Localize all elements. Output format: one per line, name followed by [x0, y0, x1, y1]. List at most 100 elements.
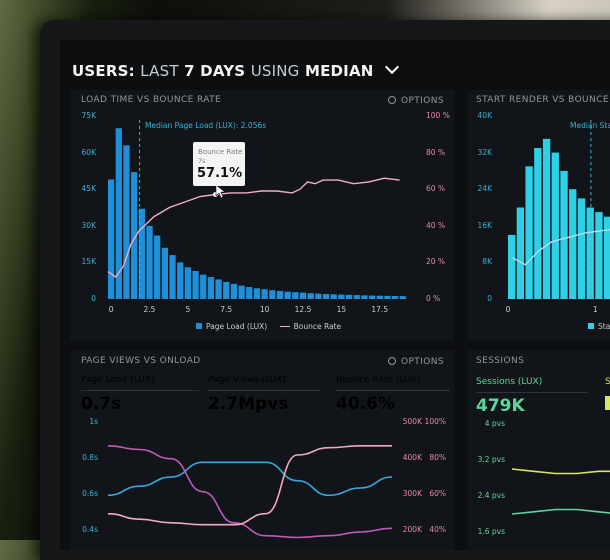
right-tick-label: 100%: [424, 417, 446, 426]
gear-icon: [388, 96, 396, 104]
left-tick-label: 0: [487, 294, 492, 303]
panel-title: SESSIONS: [476, 356, 525, 366]
bar: [376, 295, 383, 299]
bar: [276, 290, 284, 299]
x-tick-label: 17.5: [371, 305, 389, 314]
sessions-chart: [511, 468, 610, 515]
x-tick-label: 2.5: [143, 305, 156, 314]
bar: [138, 208, 145, 299]
bar: [307, 293, 314, 299]
metric-sessions-label: Sessions (LUX): [476, 377, 543, 387]
metric-bounce-value: 40.6%: [336, 394, 395, 414]
left-tick-label: 8K: [482, 257, 492, 267]
bounce-rate-line: [512, 228, 610, 266]
metric-bounce-label: Bounce Rate (LUX): [336, 375, 421, 385]
metric-page-load-label: Page Load (LUX): [81, 375, 155, 385]
left-tick-label: 0: [91, 294, 96, 303]
left-tick-label: 15K: [81, 257, 96, 267]
divider: [208, 390, 320, 391]
bar: [238, 285, 245, 299]
bar: [108, 179, 115, 299]
bar: [115, 128, 122, 299]
title-using: USING: [250, 62, 300, 80]
bar: [284, 291, 291, 299]
mid-tick-label: 500K: [402, 417, 422, 426]
bar: [169, 255, 176, 299]
bar: [123, 145, 130, 299]
bar: [338, 294, 345, 299]
cursor-icon: [215, 184, 226, 199]
page-views-chart: [107, 444, 393, 539]
mid-tick-label: 400K: [402, 453, 422, 462]
x-tick-label: 1: [592, 305, 598, 314]
right-tick-label: 60 %: [426, 184, 446, 194]
bar: [569, 189, 577, 299]
left-tick-label: 75K: [81, 111, 96, 120]
divider: [81, 390, 199, 391]
render-legend: Sta: [588, 322, 610, 331]
right-tick-label: 0 %: [426, 294, 441, 303]
metric-page-views-value: 2.7Mpvs: [208, 394, 289, 414]
bar: [551, 152, 559, 299]
bar: [525, 166, 533, 299]
bar: [516, 207, 525, 299]
right-tick-label: 20 %: [426, 257, 446, 267]
bar: [131, 172, 138, 299]
bar: [577, 198, 586, 299]
bar: [299, 292, 307, 299]
tooltip-sub: 7s: [198, 157, 206, 165]
metric-sessions-value: 479K: [476, 396, 525, 416]
title-last: LAST: [140, 62, 179, 80]
x-tick-label: 12.5: [294, 305, 312, 314]
left-tick-label: 3.2 pvs: [477, 455, 505, 464]
legend-swatch-render: [588, 323, 594, 329]
tooltip-label: Bounce Rate: [198, 148, 243, 156]
bar: [223, 281, 230, 299]
mid-tick-label: 200K: [402, 525, 422, 534]
x-tick-label: 0: [505, 305, 511, 314]
bar: [315, 293, 322, 299]
metric-second-value-bar: [605, 396, 610, 410]
divider: [336, 390, 450, 391]
left-tick-label: 45K: [81, 184, 96, 194]
left-tick-label: 60K: [81, 147, 96, 157]
x-tick-label: 7.5: [220, 305, 233, 314]
legend-render: Sta: [598, 322, 610, 331]
bar: [391, 295, 399, 299]
bar: [146, 225, 153, 299]
bar: [192, 270, 199, 299]
left-tick-label: 0.4s: [82, 525, 98, 534]
right-tick-label: 60%: [429, 489, 446, 498]
render-median-label: Median Star: [570, 121, 610, 130]
legend-bounce-rate: Bounce Rate: [293, 322, 342, 331]
left-tick-label: 16K: [477, 220, 492, 230]
right-tick-label: 40%: [429, 525, 446, 534]
title-users: USERS:: [72, 62, 135, 80]
series-line: [107, 445, 393, 539]
title-days: 7 DAYS: [184, 62, 246, 80]
x-tick-label: 15: [336, 305, 347, 314]
dashboard-title[interactable]: USERS: LAST 7 DAYS USING MEDIAN: [72, 59, 400, 80]
bar: [508, 234, 516, 299]
bar: [586, 207, 594, 299]
legend-swatch-page-load: [196, 323, 202, 329]
bar: [368, 295, 376, 299]
bar: [215, 279, 222, 299]
options-button[interactable]: OPTIONS: [388, 356, 444, 367]
panel-title: LOAD TIME VS BOUNCE RATE: [81, 95, 222, 105]
bar: [230, 283, 238, 299]
options-button[interactable]: OPTIONS: [388, 95, 444, 106]
start-render-chart: [508, 120, 610, 299]
bar: [200, 274, 207, 299]
bar: [322, 293, 330, 299]
sessions-panel: [468, 350, 610, 550]
bar: [345, 294, 353, 299]
metric-second-label: S: [605, 377, 610, 387]
load-vs-bounce-chart: [107, 120, 406, 299]
bar: [353, 295, 360, 299]
right-tick-label: 80%: [429, 453, 446, 462]
bar: [560, 170, 568, 299]
bar: [184, 267, 192, 299]
right-tick-label: 80 %: [426, 147, 446, 157]
series-line: [107, 461, 393, 497]
